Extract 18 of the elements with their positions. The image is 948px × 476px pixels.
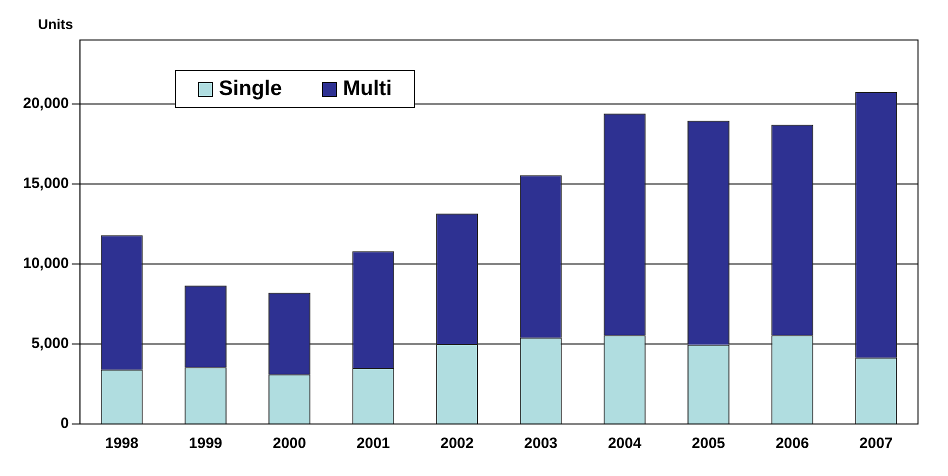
- x-tick-label: 2000: [272, 435, 306, 452]
- y-tick-label: 0: [60, 415, 69, 432]
- x-tick-label: 1999: [188, 435, 222, 452]
- y-tick-label: 5,000: [31, 335, 69, 352]
- x-tick-label: 2002: [440, 435, 474, 452]
- y-tick-label: 15,000: [22, 175, 69, 192]
- y-axis-title: Units: [38, 16, 73, 32]
- y-tick-label: 20,000: [22, 95, 69, 112]
- x-tick-label: 2003: [524, 435, 558, 452]
- x-tick-label: 2005: [692, 435, 726, 452]
- legend-label: Multi: [342, 77, 392, 101]
- x-tick-label: 2007: [859, 435, 893, 452]
- y-tick-label: 10,000: [22, 255, 69, 272]
- x-tick-label: 1998: [105, 435, 138, 452]
- x-tick-label: 2001: [356, 435, 390, 452]
- x-tick-label: 2004: [608, 435, 642, 452]
- legend-label: Single: [218, 77, 282, 101]
- x-tick-label: 2006: [776, 435, 809, 452]
